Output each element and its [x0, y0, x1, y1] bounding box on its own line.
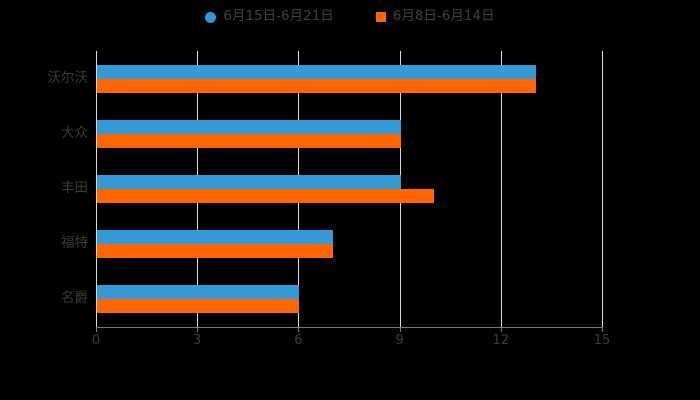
- legend-label-series-0: 6月15日-6月21日: [223, 8, 334, 25]
- bar-4-series-1[interactable]: [97, 299, 300, 314]
- x-axis-tick-mark: [298, 327, 300, 332]
- x-axis-tick-mark: [399, 327, 401, 332]
- y-axis-label-2: 丰田: [61, 180, 88, 196]
- legend-square-marker-icon: [375, 12, 386, 22]
- bar-2-series-0[interactable]: [97, 175, 401, 189]
- bar-1-series-0[interactable]: [97, 119, 401, 134]
- x-axis-tick-label: 6: [294, 333, 303, 348]
- x-axis-tick-mark: [602, 327, 603, 332]
- bar-3-series-0[interactable]: [97, 230, 334, 245]
- bar-0-series-0[interactable]: [97, 64, 536, 79]
- x-axis-line: [96, 327, 603, 328]
- x-axis-tick-label: 12: [492, 333, 510, 348]
- legend-label-series-1: 6月8日-6月14日: [392, 8, 495, 25]
- x-axis-tick-label: 9: [395, 333, 404, 348]
- bar-1-series-1[interactable]: [97, 133, 401, 148]
- x-axis-tick-mark: [197, 327, 199, 332]
- x-axis-tick-mark: [96, 327, 97, 332]
- chart-legend: 6月15日-6月21日 6月8日-6月14日: [0, 6, 700, 28]
- x-axis-tick-label: 15: [593, 333, 611, 348]
- legend-item-series-0[interactable]: 6月15日-6月21日: [205, 8, 334, 25]
- legend-circle-marker-icon: [205, 11, 217, 23]
- y-axis-label-0: 沃尔沃: [47, 69, 89, 86]
- x-axis-tick-label: 0: [91, 333, 101, 348]
- x-axis-tick-label: 3: [193, 333, 202, 348]
- bar-0-series-1[interactable]: [97, 78, 536, 93]
- x-gridline: [500, 51, 502, 327]
- y-axis-category-labels: 沃尔沃大众丰田福特名爵: [0, 51, 89, 327]
- y-axis-line: [96, 51, 97, 327]
- plot-area: 0 3 6 9 12 15: [92, 51, 610, 348]
- y-axis-label-4: 名爵: [61, 290, 88, 307]
- bar-4-series-0[interactable]: [97, 285, 300, 300]
- bar-3-series-1[interactable]: [97, 244, 334, 259]
- x-axis-tick-mark: [500, 327, 502, 332]
- x-gridline: [602, 51, 603, 327]
- y-axis-label-3: 福特: [61, 235, 88, 252]
- y-axis-label-1: 大众: [61, 124, 88, 141]
- bar-2-series-1[interactable]: [97, 189, 435, 203]
- legend-item-series-1[interactable]: 6月8日-6月14日: [375, 8, 495, 25]
